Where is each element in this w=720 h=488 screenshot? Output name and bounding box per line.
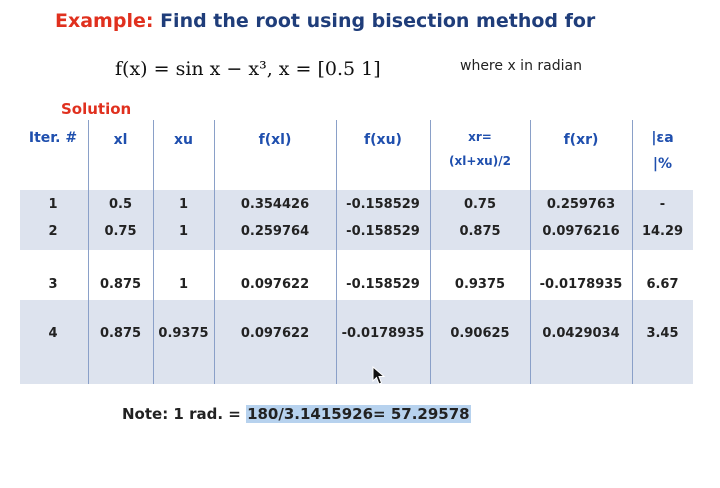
header-xr-formula: (xl+xu)/2	[449, 154, 511, 168]
table-cell: 6.67	[646, 277, 679, 292]
header-iter: Iter. #	[28, 130, 78, 146]
table-cell: -0.158529	[346, 197, 420, 212]
table-cell: 0.097622	[240, 326, 310, 341]
table-cell: 0.9375	[158, 326, 209, 341]
table-cell: 1	[178, 197, 189, 212]
header-xr: xr=	[468, 130, 492, 144]
table-cell: 2	[48, 224, 58, 239]
radian-note: where x in radian	[460, 58, 582, 74]
header-fxu: f(xu)	[364, 132, 402, 148]
table-cell: 0.5	[108, 197, 133, 212]
table-cell: 0.259763	[546, 197, 616, 212]
table-cell: 3	[48, 277, 58, 292]
table-cell: 1	[48, 197, 58, 212]
table-cell: 1	[178, 277, 189, 292]
table-cell: 0.0429034	[542, 326, 620, 341]
row-band-1	[20, 190, 693, 250]
table-cell: 0.875	[99, 277, 142, 292]
bisection-table: Iter. # xl xu f(xl) f(xu) xr= (xl+xu)/2 …	[20, 120, 693, 384]
table-cell: -0.0178935	[341, 326, 425, 341]
note-value[interactable]: 180/3.1415926= 57.29578	[246, 405, 471, 423]
table-cell: -0.0178935	[539, 277, 623, 292]
table-cell: 14.29	[641, 224, 684, 239]
table-cell: 3.45	[646, 326, 679, 341]
solution-label: Solution	[61, 100, 132, 118]
table-cell: 0.75	[104, 224, 137, 239]
table-cell: 0.875	[99, 326, 142, 341]
row-band-3	[20, 300, 693, 384]
header-error-percent: |%	[652, 156, 673, 172]
table-cell: -0.158529	[346, 224, 420, 239]
note-label: Note: 1 rad. =	[122, 405, 241, 423]
header-xu: xu	[174, 132, 193, 148]
table-cell: 0.75	[463, 197, 497, 212]
table-cell: 1	[178, 224, 189, 239]
table-cell: 0.354426	[240, 197, 310, 212]
function-formula: f(x) = sin x − x³, x = [0.5 1]	[115, 58, 381, 80]
table-cell: 0.259764	[240, 224, 310, 239]
header-xl: xl	[113, 132, 128, 148]
table-cell: 0.097622	[240, 277, 310, 292]
table-cell: -0.158529	[346, 277, 420, 292]
header-fxr: f(xr)	[563, 132, 599, 148]
table-cell: 0.875	[459, 224, 501, 239]
table-cell: 0.90625	[450, 326, 510, 341]
header-error: |εa	[651, 130, 674, 146]
mouse-cursor-icon	[372, 366, 386, 385]
table-cell: 4	[48, 326, 58, 341]
table-cell: -	[659, 197, 666, 212]
table-cell: 0.9375	[454, 277, 506, 292]
header-fxl: f(xl)	[258, 132, 292, 148]
example-text: Find the root using bisection method for	[160, 10, 596, 32]
example-title: Example: Find the root using bisection m…	[55, 10, 595, 32]
table-cell: 0.0976216	[542, 224, 620, 239]
conversion-note: Note: 1 rad. = 180/3.1415926= 57.29578	[122, 405, 471, 423]
example-label: Example:	[55, 10, 154, 32]
